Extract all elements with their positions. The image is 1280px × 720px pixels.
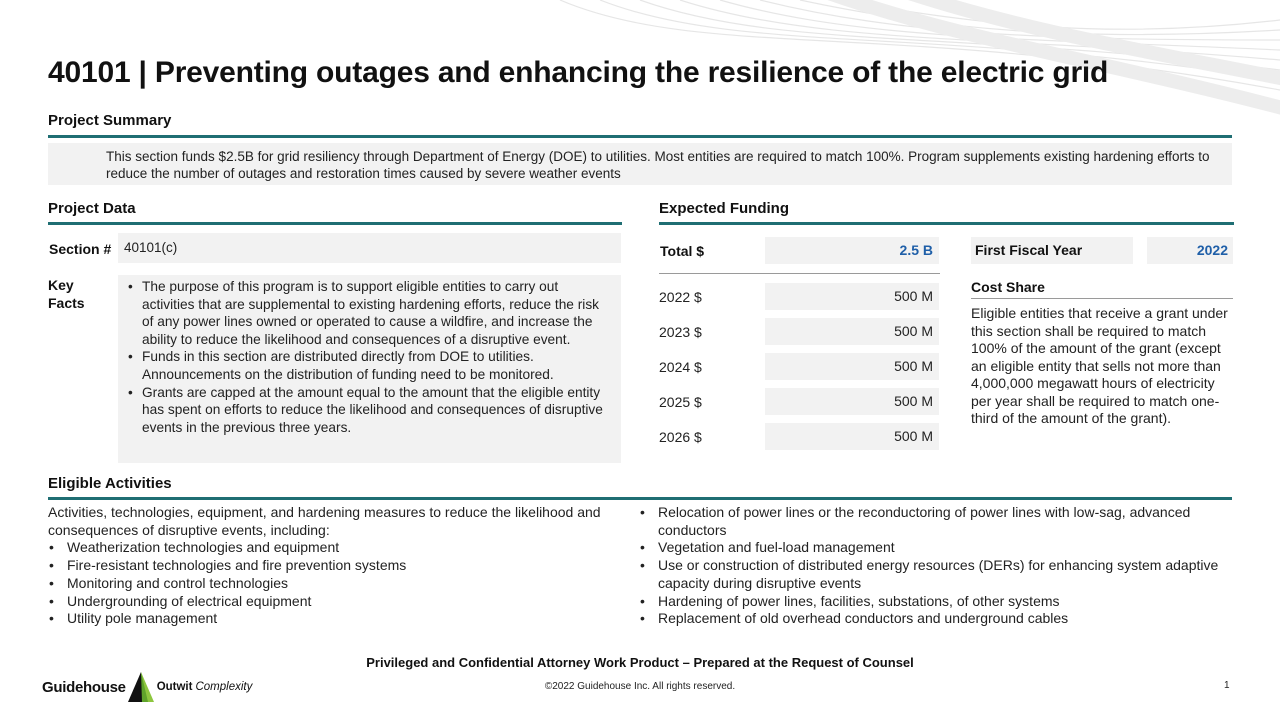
key-fact-item: Grants are capped at the amount equal to… — [124, 384, 611, 437]
eligible-activities-intro: Activities, technologies, equipment, and… — [48, 504, 601, 538]
key-facts-label: Key Facts — [48, 277, 85, 311]
activity-item: Monitoring and control technologies — [48, 575, 628, 593]
year-value-2023: 500 M — [765, 318, 939, 345]
key-facts-box: The purpose of this program is to suppor… — [118, 275, 621, 463]
activity-item: Relocation of power lines or the recondu… — [639, 504, 1229, 539]
activity-item: Undergrounding of electrical equipment — [48, 593, 628, 611]
cost-share-label: Cost Share — [971, 279, 1045, 295]
year-value-2026: 500 M — [765, 423, 939, 450]
year-label-2026: 2026 $ — [659, 429, 702, 445]
expected-funding-rule — [659, 222, 1234, 225]
total-label: Total $ — [660, 243, 705, 259]
section-number-value: 40101(c) — [118, 233, 621, 263]
project-summary-heading: Project Summary — [48, 112, 172, 129]
year-label-2024: 2024 $ — [659, 359, 702, 375]
project-summary-text: This section funds $2.5B for grid resili… — [48, 143, 1232, 185]
activity-item: Fire-resistant technologies and fire pre… — [48, 557, 628, 575]
year-value-2024: 500 M — [765, 353, 939, 380]
activity-item: Replacement of old overhead conductors a… — [639, 610, 1229, 628]
key-fact-item: Funds in this section are distributed di… — [124, 348, 611, 383]
year-label-2023: 2023 $ — [659, 324, 702, 340]
copyright-notice: ©2022 Guidehouse Inc. All rights reserve… — [544, 681, 736, 692]
activity-item: Vegetation and fuel-load management — [639, 539, 1229, 557]
expected-funding-heading: Expected Funding — [659, 200, 790, 217]
guidehouse-logo: Guidehouse Outwit Complexity — [42, 672, 252, 702]
cost-share-divider — [971, 298, 1233, 299]
eligible-activities-right-column: Relocation of power lines or the recondu… — [639, 504, 1229, 628]
project-data-heading: Project Data — [48, 200, 136, 217]
logo-wordmark: Guidehouse — [42, 678, 126, 696]
cost-share-text: Eligible entities that receive a grant u… — [971, 305, 1228, 426]
activity-item: Hardening of power lines, facilities, su… — [639, 593, 1229, 611]
confidential-notice: Privileged and Confidential Attorney Wor… — [366, 655, 914, 670]
project-data-rule — [48, 222, 622, 225]
first-fiscal-year-label: First Fiscal Year — [971, 237, 1133, 264]
page-title: 40101 | Preventing outages and enhancing… — [48, 56, 1109, 89]
year-label-2022: 2022 $ — [659, 289, 702, 305]
year-label-2025: 2025 $ — [659, 394, 702, 410]
eligible-activities-heading: Eligible Activities — [48, 475, 172, 492]
logo-tagline-complexity: Complexity — [195, 681, 253, 693]
eligible-activities-left-column: Activities, technologies, equipment, and… — [48, 504, 628, 628]
logo-tagline-outwit: Outwit — [156, 681, 193, 693]
background-wave-pattern — [559, 0, 1280, 115]
activity-item: Weatherization technologies and equipmen… — [48, 539, 628, 557]
total-divider — [659, 273, 940, 274]
key-fact-item: The purpose of this program is to suppor… — [124, 278, 611, 348]
activity-item: Use or construction of distributed energ… — [639, 557, 1229, 592]
eligible-activities-rule — [48, 497, 1232, 500]
logo-triangle-icon — [127, 672, 154, 702]
first-fiscal-year-value: 2022 — [1147, 237, 1233, 264]
page-number: 1 — [1224, 680, 1230, 691]
year-value-2025: 500 M — [765, 388, 939, 415]
activity-item: Utility pole management — [48, 610, 628, 628]
section-number-label: Section # — [49, 241, 112, 257]
project-summary-rule — [48, 135, 1232, 138]
total-value: 2.5 B — [765, 237, 939, 264]
year-value-2022: 500 M — [765, 283, 939, 310]
